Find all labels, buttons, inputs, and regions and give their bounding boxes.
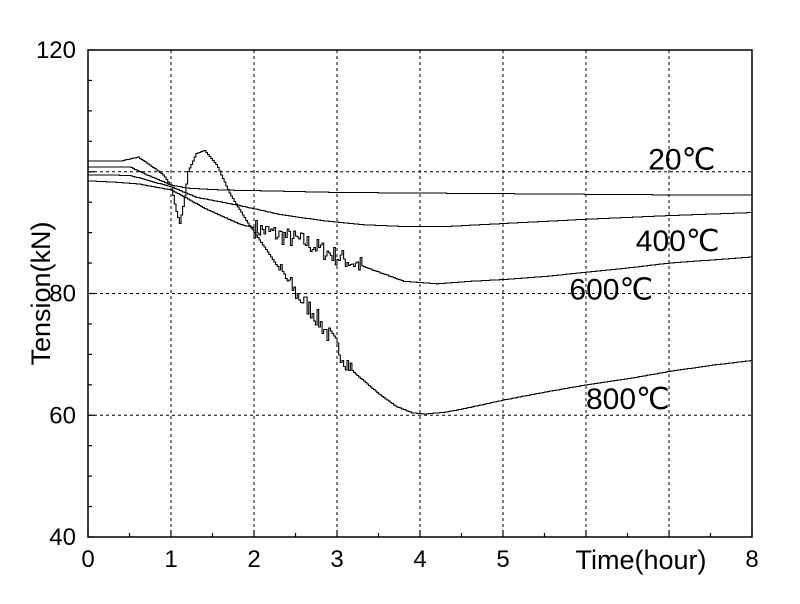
x-tick-label: 5 [496,546,509,573]
tick-labels: 0 1 2 3 4 5 8 40 60 80 120 [36,37,759,573]
y-tick-label: 80 [49,281,76,308]
x-axis-title: Time(hour) [575,545,706,575]
series-line [88,174,752,228]
series-label: 800℃ [586,383,670,416]
series-label: 400℃ [636,225,720,258]
grid-lines [88,50,752,537]
plot-frame [87,49,753,538]
x-tick-label: 2 [247,546,260,573]
series-line [88,149,752,415]
minor-ticks [87,49,753,538]
x-tick-label: 4 [413,546,426,573]
series-labels: 20℃ 400℃ 600℃ 800℃ [569,143,719,416]
data-series [88,149,752,415]
y-tick-label: 60 [49,402,76,429]
x-tick-label: 3 [330,546,343,573]
y-axis-title: Tension(kN) [26,221,56,365]
x-tick-label: 8 [745,546,758,573]
x-tick-label: 1 [164,546,177,573]
series-label: 600℃ [569,274,653,307]
series-line [88,180,752,285]
x-tick-label: 0 [81,546,94,573]
y-tick-label: 120 [36,37,76,64]
y-tick-label: 40 [49,524,76,551]
series-label: 20℃ [648,143,715,176]
